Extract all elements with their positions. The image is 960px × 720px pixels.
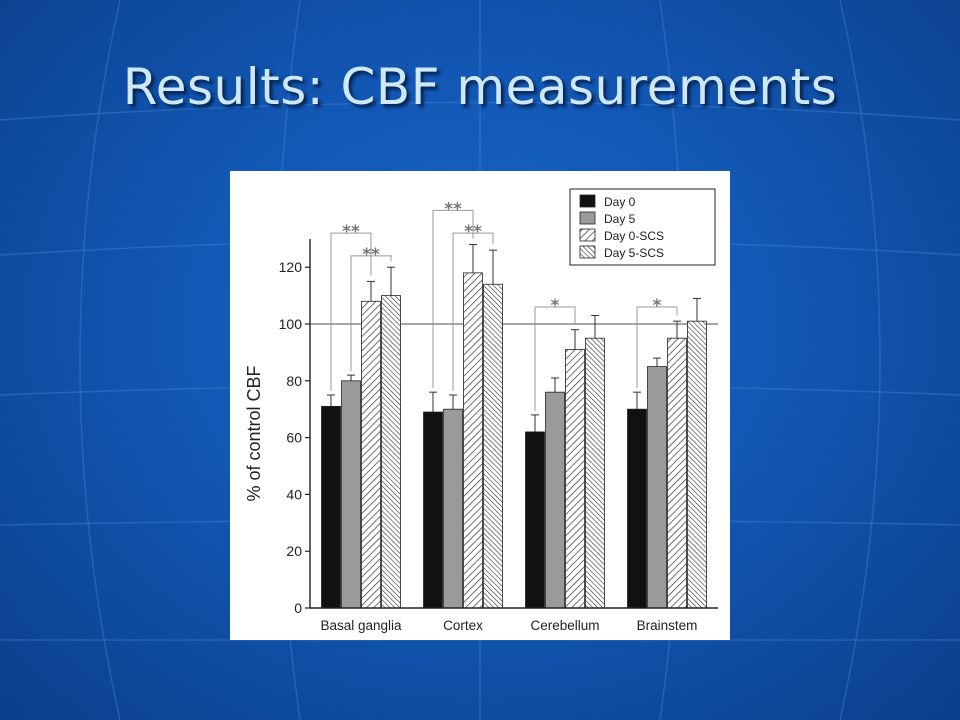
bar <box>585 337 605 609</box>
legend-label: Day 5-SCS <box>604 246 664 260</box>
significance-label: * <box>653 296 662 316</box>
significance-label: ** <box>464 222 482 242</box>
bar <box>423 411 443 609</box>
significance-bracket <box>350 255 392 372</box>
significance-label: * <box>551 296 560 316</box>
bar <box>627 408 647 609</box>
significance-label: ** <box>444 199 462 219</box>
bar <box>545 391 565 609</box>
bar <box>483 283 503 609</box>
y-axis-label: % of control CBF <box>244 365 264 501</box>
bar <box>525 431 545 609</box>
y-tick-label: 80 <box>286 373 302 389</box>
bar <box>667 337 687 609</box>
bar <box>687 320 707 609</box>
bar <box>565 349 585 609</box>
significance-bracket <box>330 232 372 391</box>
bar <box>463 272 483 609</box>
y-tick-label: 20 <box>286 543 302 559</box>
bar <box>321 405 341 609</box>
chart-figure: ** ** ** ** * * 0 20 40 60 80 100 120 Basal ganglia C… <box>230 171 730 640</box>
significance-bracket <box>452 232 494 391</box>
y-tick-label: 60 <box>286 430 302 446</box>
bar <box>361 300 381 609</box>
x-tick-label: Cerebellum <box>530 618 599 633</box>
legend-swatch <box>579 228 596 242</box>
significance-label: ** <box>362 245 380 265</box>
significance-bracket <box>534 306 576 411</box>
slide-title: Results: CBF measurements <box>122 58 838 116</box>
y-tick-label: 0 <box>294 600 302 616</box>
x-tick-label: Brainstem <box>637 618 698 633</box>
legend-label: Day 5 <box>604 212 636 226</box>
legend-label: Day 0 <box>604 195 636 209</box>
significance-bracket <box>636 306 678 389</box>
y-tick-label: 40 <box>286 486 302 502</box>
legend-swatch <box>579 211 596 225</box>
legend-label: Day 0-SCS <box>604 229 664 243</box>
bar <box>647 366 667 609</box>
legend-swatch <box>579 245 596 259</box>
bar <box>381 295 401 609</box>
significance-label: ** <box>342 222 360 242</box>
x-tick-label: Basal ganglia <box>320 618 402 633</box>
significance-bracket <box>432 209 474 389</box>
y-tick-label: 100 <box>279 316 303 332</box>
bar <box>341 380 361 609</box>
legend-swatch <box>579 194 596 208</box>
x-tick-label: Cortex <box>443 618 483 633</box>
y-tick-label: 120 <box>279 259 303 275</box>
bar <box>443 408 463 609</box>
